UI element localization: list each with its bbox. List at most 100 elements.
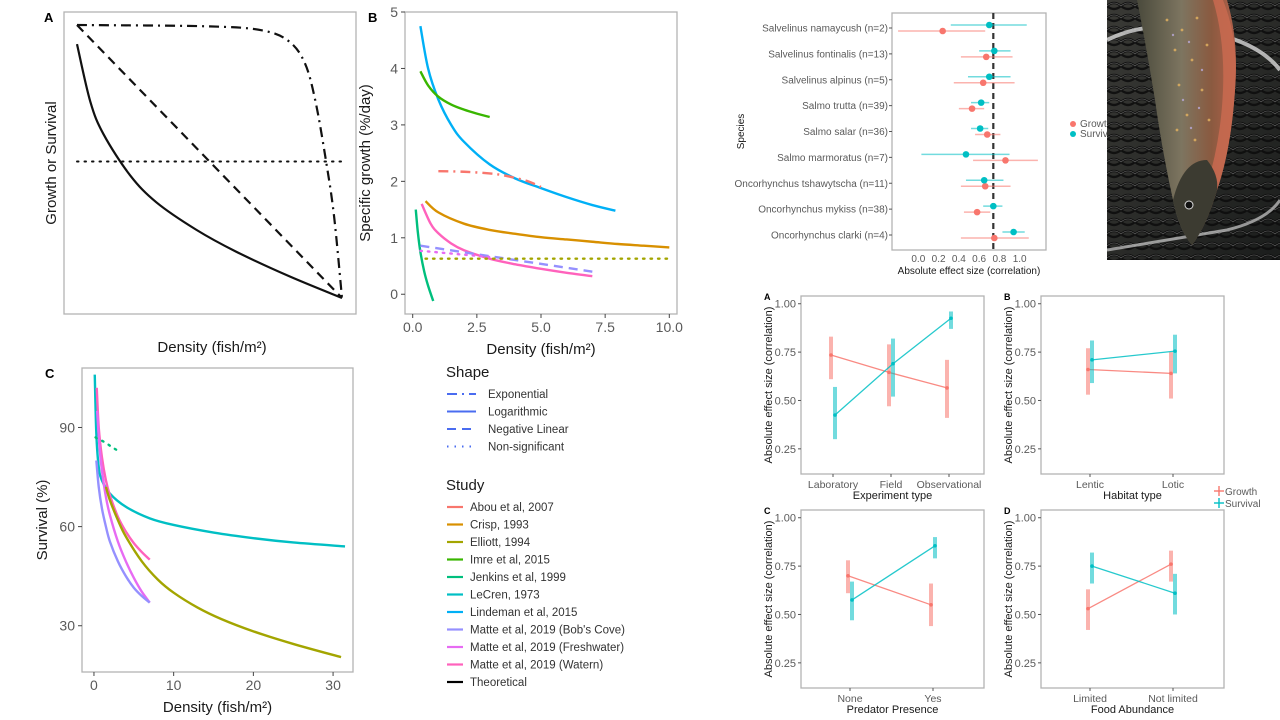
legend-title-study: Study [446, 477, 485, 494]
legend-label-study: Imre et al, 2015 [470, 555, 550, 567]
y-tick-label: 1.00 [1015, 513, 1036, 525]
y-tick-label: 1.00 [1015, 299, 1036, 311]
species-effect-size-chart: Salvelinus namaycush (n=2) Salvelinus fon… [734, 12, 1116, 277]
plot-frame [800, 295, 985, 475]
y-tick-label: 3 [390, 117, 398, 133]
moderator-food-abundance-chart: D 0.25 0.50 0.75 1.00 Limited Not limitedFood … [1003, 506, 1225, 716]
panel-label: A [44, 10, 54, 25]
plot-frame [891, 12, 1047, 251]
point-growth [982, 53, 990, 61]
point-survival [1010, 228, 1017, 236]
species-label: Salmo salar (n=36) [803, 127, 888, 138]
legend-label-study: LeCren, 1973 [470, 590, 540, 602]
fish-photo-illustration [1107, 0, 1280, 260]
point-survival [833, 413, 837, 417]
y-axis-title: Absolute effect size (correlation) [763, 521, 775, 678]
x-tick-label: Not limited [1148, 693, 1198, 705]
point-survival [976, 125, 984, 132]
series-line-matte-et-al-2019-freshwater- [95, 410, 151, 604]
point-survival [1173, 591, 1177, 595]
x-tick-label: Lentic [1076, 479, 1104, 491]
x-tick-label: 1.0 [1013, 254, 1027, 265]
y-tick-label: 0 [390, 286, 398, 302]
x-tick-label: 7.5 [595, 319, 615, 335]
x-tick-label: Yes [924, 693, 941, 705]
point-growth [1086, 606, 1090, 611]
point-growth [939, 27, 946, 35]
plot-frame [1040, 295, 1225, 475]
species-label: Salmo trutta (n=39) [802, 101, 888, 112]
point-survival [891, 361, 895, 366]
point-survival [991, 47, 998, 55]
legend-label-shape: Exponential [488, 389, 548, 401]
trend-line-growth [1087, 368, 1172, 375]
series-line-crisp-1993 [424, 200, 670, 249]
y-axis-title: Survival (%) [34, 480, 51, 561]
y-tick-label: 60 [59, 519, 75, 535]
x-tick-label: Observational [917, 479, 982, 491]
series-line-abou-et-al-2007 [438, 169, 542, 189]
x-tick-label: 10.0 [656, 319, 683, 335]
plot-frame [800, 509, 985, 689]
y-axis-title: Absolute effect size (correlation) [1003, 307, 1015, 464]
x-tick-label: Lotic [1162, 479, 1184, 491]
shape-study-legend: Shape Exponential Logarithmic Negative Line… [446, 364, 625, 689]
moderator-experiment-type-chart: A 0.25 0.50 0.75 1.00 Laboratory Field Observat… [763, 292, 985, 502]
x-axis-title: Density (fish/m²) [163, 699, 272, 716]
y-tick-label: 0.50 [1015, 609, 1036, 621]
y-tick-label: 0.25 [775, 658, 796, 670]
series-line-jenkins-et-al-1999 [94, 436, 120, 452]
trend-line-growth [847, 575, 932, 606]
series-line-jenkins-et-al-1999 [414, 209, 435, 302]
legend-label-survival: Survival [1080, 129, 1116, 140]
legend-label-study: Matte et al, 2019 (Freshwater) [470, 642, 624, 654]
y-tick-label: 0.50 [1015, 395, 1036, 407]
legend-label-study: Lindeman et al, 2015 [470, 607, 577, 619]
legend-label-study: Elliott, 1994 [470, 537, 531, 549]
species-label: Oncorhynchus mykiss (n=38) [758, 205, 888, 216]
y-tick-label: 5 [390, 4, 398, 20]
x-tick-label: 20 [246, 677, 262, 693]
legend-key-survival [1070, 131, 1076, 137]
point-growth [945, 386, 949, 390]
series-line-lindeman-et-al-2015 [419, 25, 616, 212]
point-growth [929, 603, 933, 607]
x-tick-label: 0.2 [932, 254, 946, 265]
x-axis-title: Habitat type [1103, 490, 1162, 502]
species-label: Oncorhynchus tshawytscha (n=11) [734, 179, 888, 190]
y-axis-title: Absolute effect size (correlation) [763, 307, 775, 464]
theoretical-line-logarithmic [75, 43, 343, 300]
point-survival [990, 202, 997, 210]
plot-frame [63, 11, 357, 315]
x-axis-title: Density (fish/m²) [157, 339, 266, 356]
y-tick-label: 0.75 [775, 561, 796, 573]
species-label: Salvelinus namaycush (n=2) [762, 24, 888, 35]
point-survival [1090, 358, 1094, 362]
point-survival [980, 176, 988, 184]
y-tick-label: 1.00 [775, 513, 796, 525]
panel-b-growth-chart: B 0.0 2.5 5.0 7.5 10.0 0 1 2 3 4 5 Density (fish/m²)… [357, 4, 683, 358]
x-tick-label: 0.6 [972, 254, 986, 265]
plot-frame [1040, 509, 1225, 689]
panel-label: C [764, 506, 771, 516]
series-line-matte-et-al-2019-bob-s-cove- [420, 244, 593, 273]
y-tick-label: 30 [59, 618, 75, 634]
legend-label-growth: Growth [1080, 119, 1112, 130]
point-growth [983, 131, 991, 138]
x-tick-label: 10 [166, 677, 182, 693]
y-axis-title: Absolute effect size (correlation) [1003, 521, 1015, 678]
y-tick-label: 0.25 [1015, 444, 1036, 456]
x-tick-label: 0.0 [403, 319, 423, 335]
species-label: Salmo marmoratus (n=7) [777, 153, 888, 164]
series-line-matte-et-al-2019-bob-s-cove- [95, 460, 151, 604]
point-growth [991, 234, 998, 242]
species-label: Salvelinus alpinus (n=5) [782, 75, 888, 86]
point-growth [1002, 157, 1009, 164]
legend-label-survival: Survival [1225, 499, 1261, 510]
species-label: Oncorhynchus clarki (n=4) [771, 231, 888, 242]
y-tick-label: 0.50 [775, 395, 796, 407]
point-survival [850, 598, 854, 602]
legend-label-study: Abou et al, 2007 [470, 502, 554, 514]
point-survival [962, 151, 970, 158]
